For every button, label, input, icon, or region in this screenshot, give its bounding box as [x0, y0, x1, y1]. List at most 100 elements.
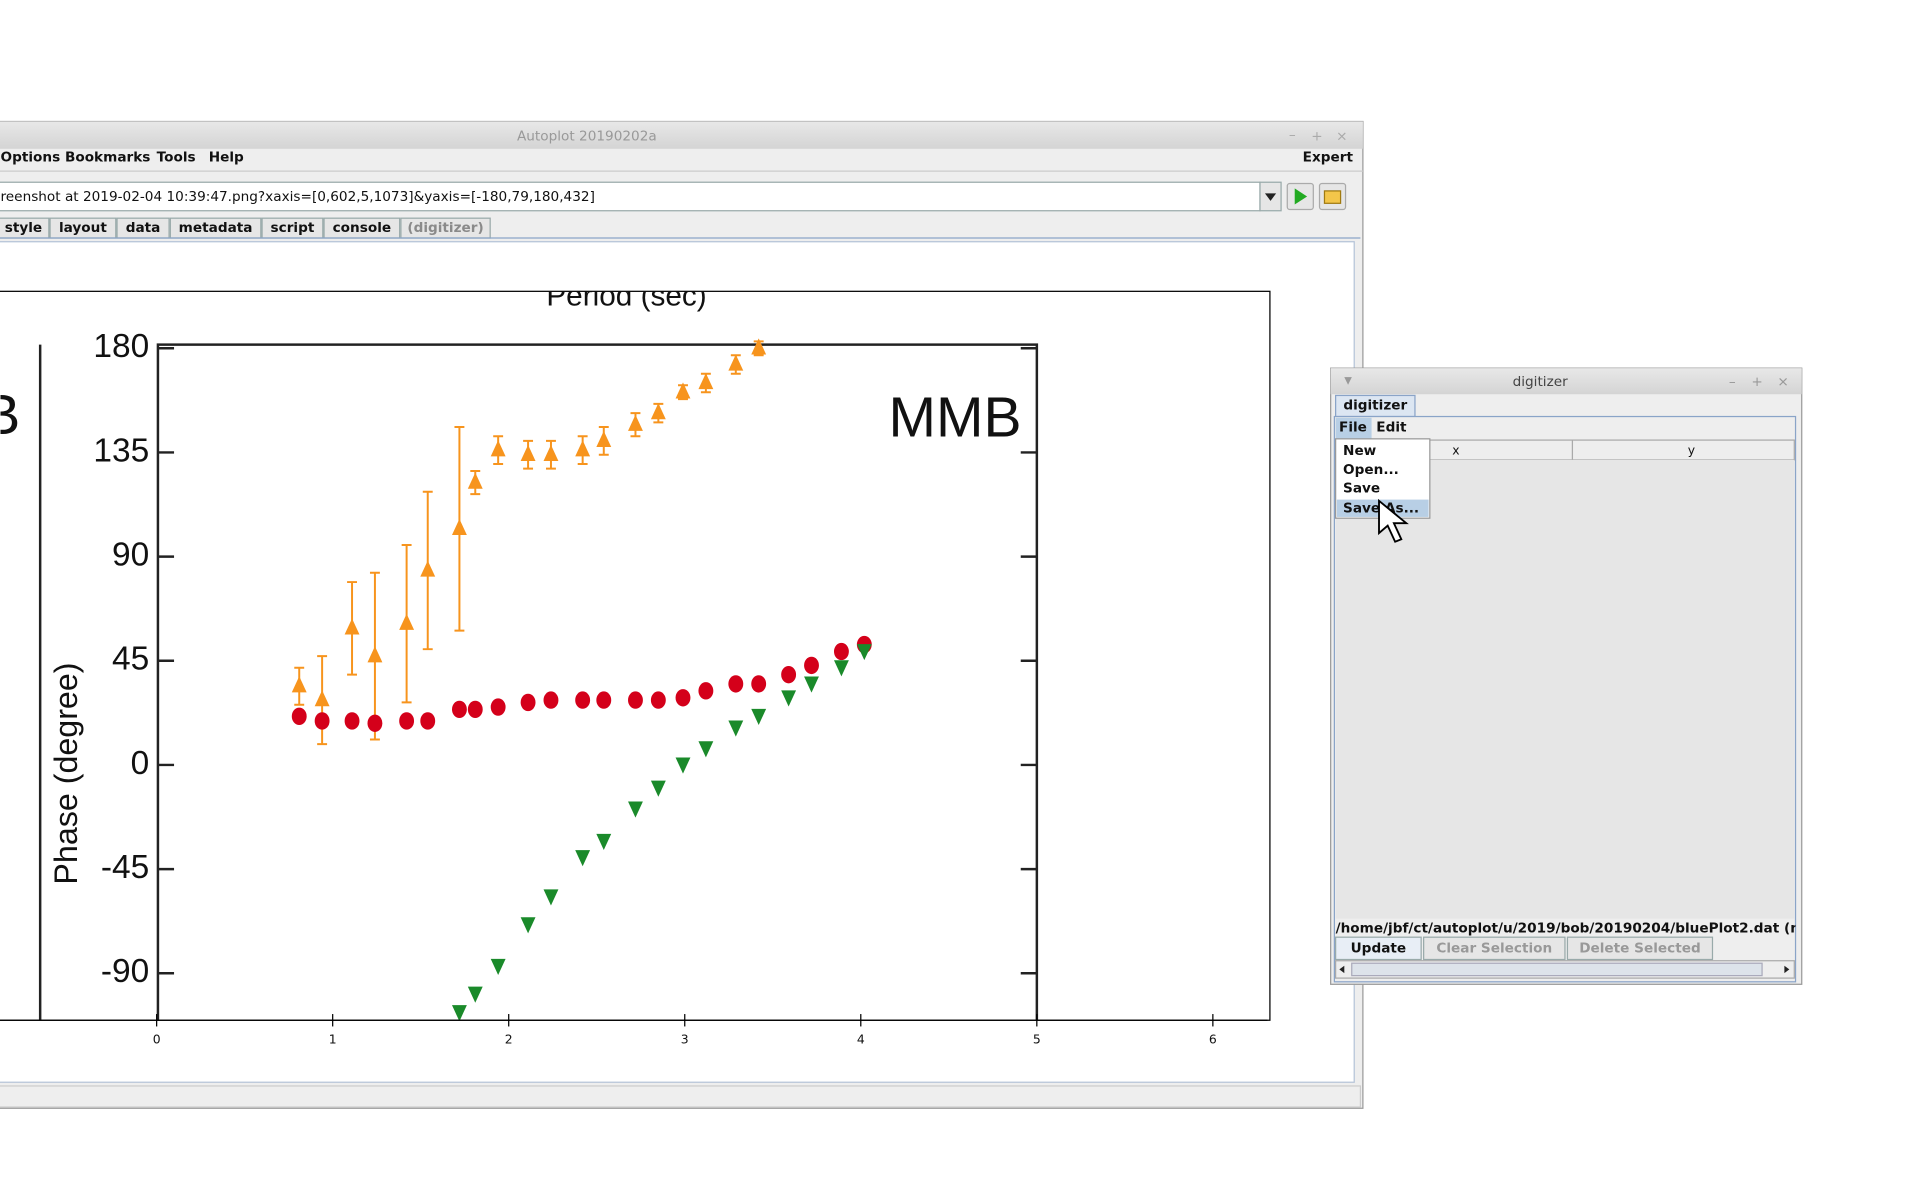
- data-point: [467, 700, 483, 719]
- dropdown-arrow: [1264, 193, 1277, 201]
- data-point: [675, 382, 691, 399]
- data-point: [698, 741, 714, 758]
- data-point: [344, 618, 360, 635]
- tab-label: layout: [59, 220, 107, 236]
- window-title: digitizer: [1513, 374, 1569, 390]
- maximize-button[interactable]: +: [1311, 128, 1322, 144]
- data-point: [467, 986, 483, 1003]
- tab-label: style: [5, 220, 42, 236]
- scroll-left[interactable]: [1339, 965, 1345, 974]
- data-point: [628, 691, 643, 709]
- image-panel-label: MMB: [889, 386, 1022, 450]
- button-label: Clear Selection: [1436, 940, 1552, 956]
- image-axes-box: [156, 343, 1039, 1021]
- data-point: [520, 917, 536, 934]
- data-point: [596, 691, 612, 709]
- data-point: [728, 675, 744, 693]
- file-menu-item[interactable]: Save: [1343, 480, 1380, 496]
- data-point: [520, 693, 536, 712]
- close-button[interactable]: ×: [1777, 374, 1788, 390]
- url-text: reenshot at 2019-02-04 10:39:47.png?xaxi…: [0, 189, 594, 205]
- data-point: [575, 691, 591, 709]
- image-y-tick-label: -90: [101, 953, 149, 990]
- title-bar: [1330, 368, 1802, 395]
- x-tick-label: 3: [681, 1032, 689, 1047]
- data-point: [420, 560, 436, 577]
- title-bar: [0, 121, 1363, 149]
- data-point: [675, 689, 691, 707]
- data-point: [751, 708, 767, 725]
- data-point: [675, 757, 691, 774]
- window-menu-button[interactable]: ▼: [1344, 376, 1352, 387]
- button[interactable]: [1335, 936, 1422, 961]
- tab-label: console: [333, 220, 392, 236]
- scroll-thumb[interactable]: [1351, 962, 1763, 977]
- menu-item[interactable]: Options: [0, 149, 60, 165]
- folder-icon: [1323, 190, 1342, 204]
- menu-highlight: [1335, 417, 1372, 439]
- x-tick-label: 2: [505, 1032, 513, 1047]
- url-field[interactable]: [0, 181, 1261, 212]
- data-point: [467, 472, 483, 489]
- image-y-tick-label: 90: [112, 536, 149, 573]
- menu-item[interactable]: Tools: [157, 149, 196, 165]
- maximize-button[interactable]: +: [1751, 374, 1762, 390]
- x-tick-label: 1: [329, 1032, 337, 1047]
- data-point: [543, 444, 559, 461]
- data-point: [751, 675, 767, 693]
- button-label: Update: [1351, 940, 1407, 956]
- mouse-cursor: [1378, 498, 1409, 543]
- data-point: [751, 338, 767, 355]
- menu-item[interactable]: File: [1339, 420, 1367, 436]
- data-point: [596, 430, 612, 448]
- table-header: [1427, 439, 1795, 461]
- button[interactable]: [1566, 936, 1714, 961]
- tab-label: metadata: [179, 220, 253, 236]
- x-tick-label: 4: [857, 1032, 865, 1047]
- data-point: [728, 720, 744, 737]
- data-point: [451, 1005, 467, 1021]
- data-point: [575, 850, 591, 867]
- data-point: [575, 440, 591, 457]
- menu-item[interactable]: Edit: [1376, 420, 1407, 436]
- table-body[interactable]: [1335, 459, 1795, 919]
- data-point: [420, 712, 436, 730]
- image-y-tick-label: 135: [93, 432, 149, 469]
- expert-menu[interactable]: Expert: [1303, 149, 1354, 165]
- column-header: y: [1688, 443, 1695, 458]
- button[interactable]: [1423, 936, 1566, 961]
- file-menu-item[interactable]: New: [1343, 443, 1377, 459]
- data-point: [650, 403, 666, 420]
- status-bar: [0, 1085, 1362, 1108]
- data-point: [399, 712, 415, 730]
- menu-item[interactable]: Bookmarks: [65, 149, 150, 165]
- data-point: [650, 780, 666, 797]
- data-point: [367, 714, 383, 732]
- close-button[interactable]: ×: [1336, 128, 1347, 144]
- digitizer-window: ▼ digitizer – + × digitizer /home/jbf/ct…: [1330, 367, 1803, 985]
- data-point: [698, 373, 714, 390]
- data-point: [490, 698, 506, 716]
- menu-item[interactable]: Help: [209, 149, 244, 165]
- image-ylabel: Phase (degree): [48, 663, 84, 885]
- data-point: [833, 660, 849, 677]
- tab-label: script: [271, 220, 315, 236]
- file-menu-item[interactable]: Open...: [1343, 462, 1399, 478]
- minimize-button[interactable]: –: [1289, 127, 1296, 143]
- x-tick-label: 5: [1033, 1032, 1041, 1047]
- data-point: [728, 354, 744, 371]
- button-label: Delete Selected: [1579, 940, 1701, 956]
- minimize-button[interactable]: –: [1729, 374, 1736, 390]
- data-point: [804, 676, 819, 693]
- column-header: x: [1452, 443, 1459, 458]
- data-point: [490, 440, 506, 457]
- x-tick-label: 6: [1209, 1032, 1217, 1047]
- data-point: [628, 414, 643, 431]
- scroll-right[interactable]: [1784, 965, 1790, 974]
- image-title: Period (sec): [546, 279, 706, 312]
- data-point: [543, 691, 559, 709]
- data-point: [628, 801, 643, 818]
- data-point: [367, 646, 383, 663]
- image-y-tick-label: -45: [101, 849, 149, 886]
